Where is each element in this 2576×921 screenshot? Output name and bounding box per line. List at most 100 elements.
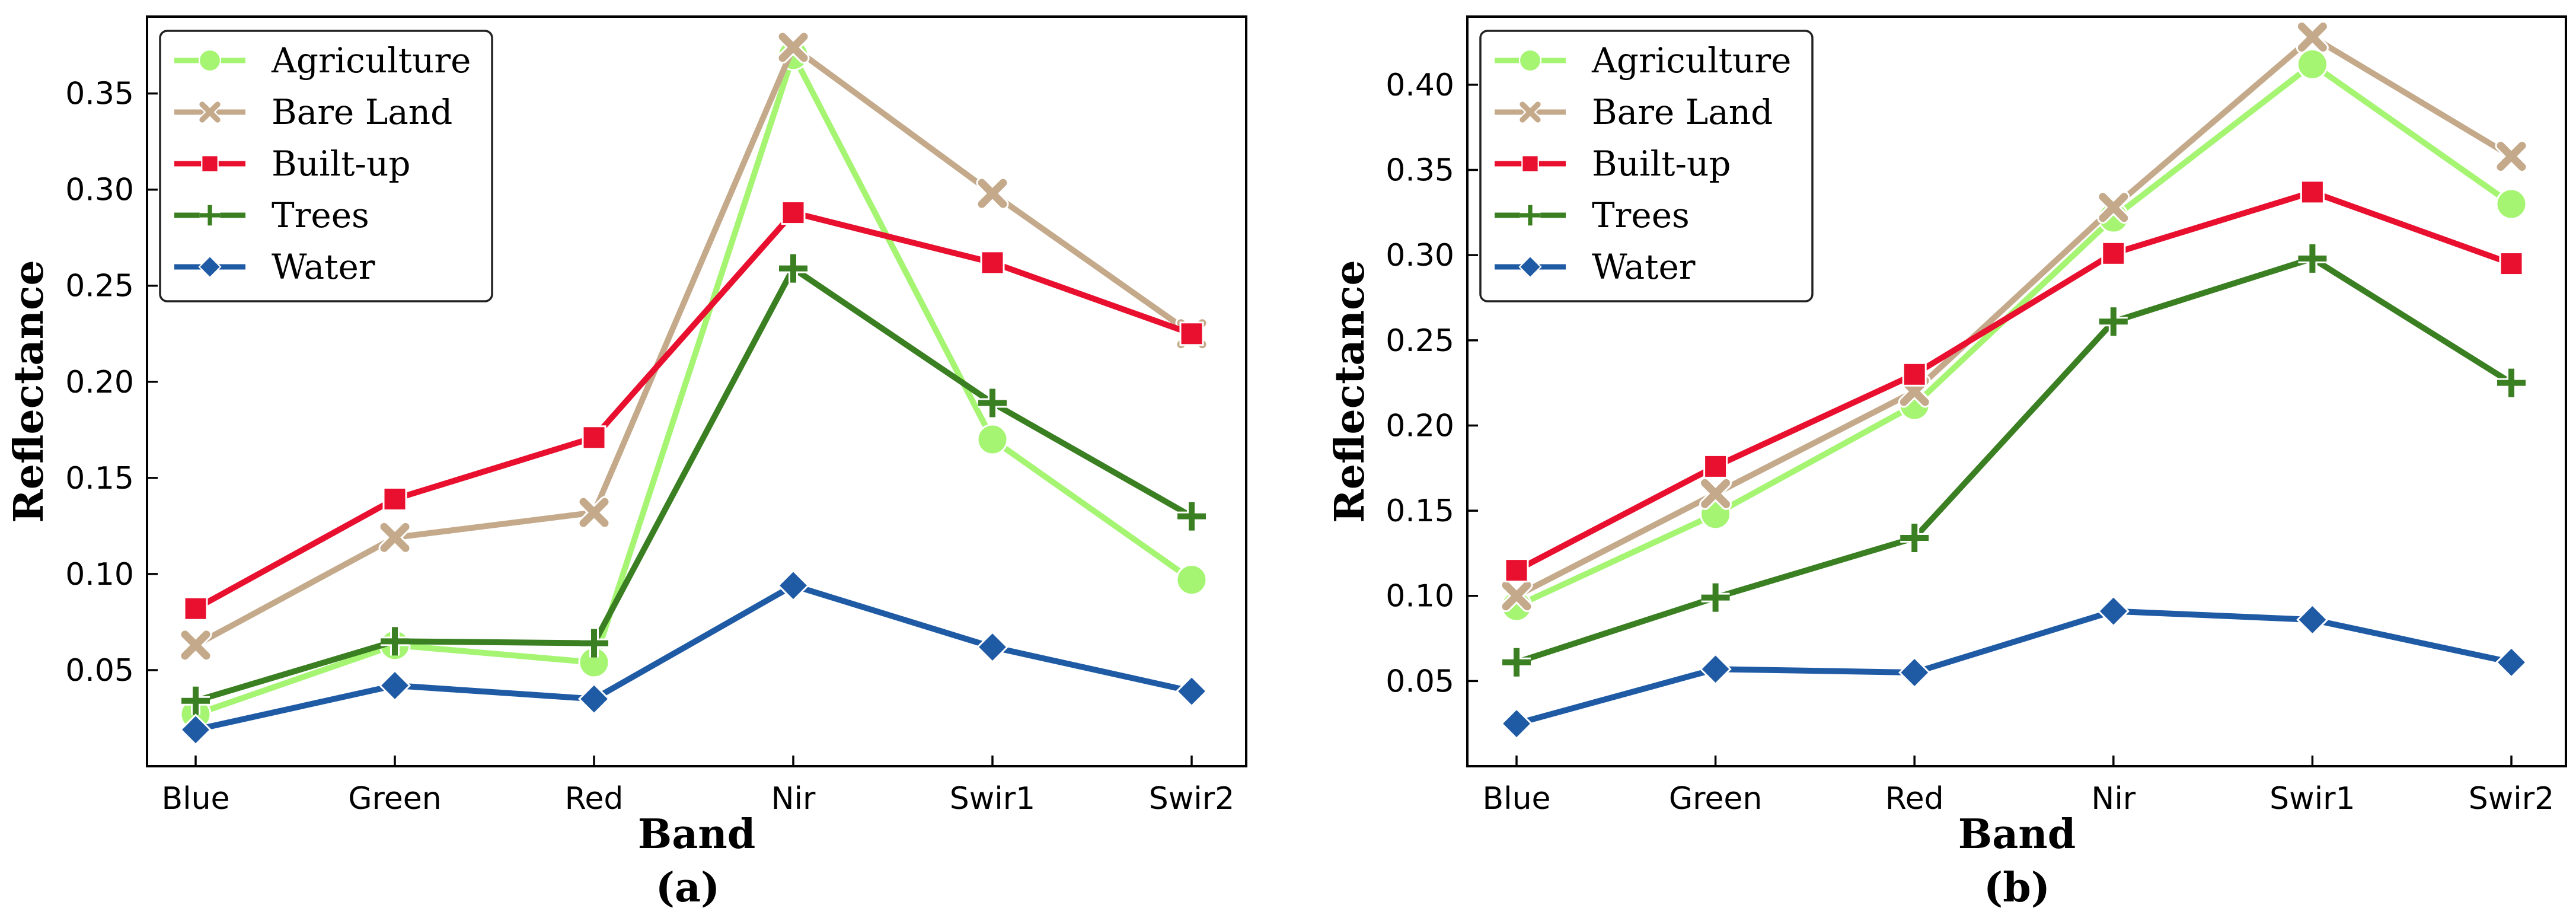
series-line-bare-land <box>1515 34 2513 599</box>
x-tick-label-green: Green <box>348 781 441 817</box>
legend-label: Water <box>1592 247 1696 287</box>
data-point-bare-land-blue <box>1500 579 1533 613</box>
legend-marker-bare-land <box>1518 100 1542 124</box>
y-tick-label: 0.20 <box>1386 408 1454 444</box>
legend-marker-trees <box>199 205 221 226</box>
data-point-water-swir1 <box>976 630 1009 664</box>
plot-frame-b <box>1466 15 2567 767</box>
legend-box <box>159 30 493 302</box>
data-point-built-up-swir2 <box>2499 251 2524 276</box>
data-point-water-swir2 <box>2495 646 2528 678</box>
legend-marker-built-up <box>1521 155 1539 173</box>
legend-marker-agriculture <box>198 49 222 72</box>
x-tick-label-red: Red <box>1885 781 1944 817</box>
x-tick-label-swir2: Swir2 <box>1149 781 1234 817</box>
caption-b: (b) <box>1984 864 2050 912</box>
plot-area-a <box>179 31 1208 746</box>
plot-area-b <box>1500 20 2528 740</box>
data-point-trees-red <box>1900 524 1929 553</box>
series-line-agriculture <box>194 52 1193 718</box>
legend-entry-agriculture: Agriculture <box>1495 40 1791 81</box>
y-axis-title-b: Reflectance <box>1326 260 1374 522</box>
y-axis-b: 0.05 0.10 0.15 0.20 0.25 0.30 0.35 0.40 <box>1386 68 1478 699</box>
x-tick-label-nir: Nir <box>2091 781 2136 817</box>
y-tick-label: 0.35 <box>1386 153 1454 189</box>
series-trees <box>181 254 1206 715</box>
y-tick-label: 0.30 <box>65 173 134 208</box>
y-tick-label: 0.15 <box>1386 493 1454 529</box>
data-point-water-blue <box>179 713 212 746</box>
legend-label: Agriculture <box>271 40 471 81</box>
y-tick-label: 0.10 <box>1386 579 1454 614</box>
data-point-bare-land-swir1 <box>2296 20 2329 53</box>
data-point-trees-blue <box>181 686 210 715</box>
y-axis-title-a: Reflectance <box>5 260 53 522</box>
y-tick-label: 0.25 <box>1386 323 1454 359</box>
legend-entry-trees: Trees <box>1495 195 1690 235</box>
data-point-bare-land-swir1 <box>976 177 1009 210</box>
data-point-water-red <box>1898 656 1931 689</box>
data-point-water-swir1 <box>2296 603 2329 636</box>
legend-box <box>1479 30 1814 302</box>
y-tick-label: 0.05 <box>65 653 134 689</box>
data-point-trees-red <box>580 629 608 658</box>
series-line-trees <box>1515 255 2513 665</box>
x-tick-label-swir2: Swir2 <box>2469 781 2554 817</box>
y-tick-label: 0.15 <box>65 461 134 496</box>
data-point-built-up-nir <box>2101 241 2126 266</box>
legend-entry-trees: Trees <box>174 195 369 235</box>
data-point-trees-nir <box>2099 307 2128 336</box>
legend-label: Bare Land <box>1592 92 1773 132</box>
series-water <box>1500 595 2528 740</box>
y-tick-label: 0.25 <box>65 269 134 304</box>
legend-entry-bare-land: Bare Land <box>174 92 452 132</box>
data-point-trees-swir1 <box>2298 244 2327 273</box>
x-axis-title-b: Band <box>1958 811 2076 858</box>
legend-a: Agriculture Bare Land Built-up Trees Water <box>159 30 493 302</box>
y-axis-a: 0.05 0.10 0.15 0.20 0.25 0.30 0.35 <box>65 77 158 689</box>
data-point-trees-swir2 <box>2497 368 2526 397</box>
chart-a: 0.05 0.10 0.15 0.20 0.25 0.30 0.35 Blue Green Re… <box>5 15 1247 912</box>
data-point-trees-green <box>381 627 409 656</box>
caption-a: (a) <box>656 864 720 912</box>
series-line-built-up <box>194 209 1193 611</box>
series-line-water <box>194 582 1193 733</box>
x-axis-a: Blue Green Red Nir Swir1 Swir2 <box>161 756 1234 817</box>
data-point-trees-green <box>1701 583 1730 612</box>
data-point-bare-land-nir <box>777 31 810 64</box>
data-point-water-blue <box>1500 708 1533 740</box>
series-trees <box>1502 244 2526 677</box>
data-point-water-nir <box>777 569 810 602</box>
data-point-bare-land-swir2 <box>2495 140 2528 173</box>
data-point-bare-land-green <box>378 521 411 554</box>
y-tick-label: 0.30 <box>1386 238 1454 273</box>
legend-label: Agriculture <box>1591 40 1791 81</box>
data-point-trees-blue <box>1502 648 1531 677</box>
x-tick-label-blue: Blue <box>1482 781 1550 817</box>
data-point-agriculture-swir2 <box>2495 188 2527 220</box>
x-tick-label-red: Red <box>565 781 624 817</box>
data-point-trees-swir1 <box>978 388 1007 418</box>
data-point-water-red <box>577 683 611 715</box>
data-point-trees-nir <box>779 254 807 283</box>
series-line-trees <box>194 265 1193 704</box>
data-point-built-up-green <box>1703 454 1728 479</box>
data-point-bare-land-red <box>577 496 611 529</box>
y-tick-label: 0.20 <box>65 365 134 400</box>
data-point-bare-land-blue <box>179 629 212 662</box>
data-point-agriculture-swir1 <box>976 423 1008 455</box>
legend-entry-water: Water <box>1495 247 1696 287</box>
series-line-built-up <box>1515 189 2513 573</box>
x-axis-b: Blue Green Red Nir Swir1 Swir2 <box>1482 756 2554 817</box>
x-tick-label-green: Green <box>1669 781 1762 817</box>
data-point-agriculture-swir2 <box>1176 564 1208 596</box>
x-tick-label-blue: Blue <box>161 781 229 817</box>
series-built-up <box>1504 180 2524 583</box>
data-point-built-up-swir1 <box>980 250 1005 275</box>
legend-b: Agriculture Bare Land Built-up Trees Water <box>1479 30 1814 302</box>
series-water <box>179 569 1208 746</box>
y-tick-label: 0.05 <box>1386 664 1454 699</box>
legend-marker-trees <box>1520 205 1541 226</box>
y-tick-label: 0.35 <box>65 77 134 112</box>
data-point-water-green <box>378 669 411 702</box>
